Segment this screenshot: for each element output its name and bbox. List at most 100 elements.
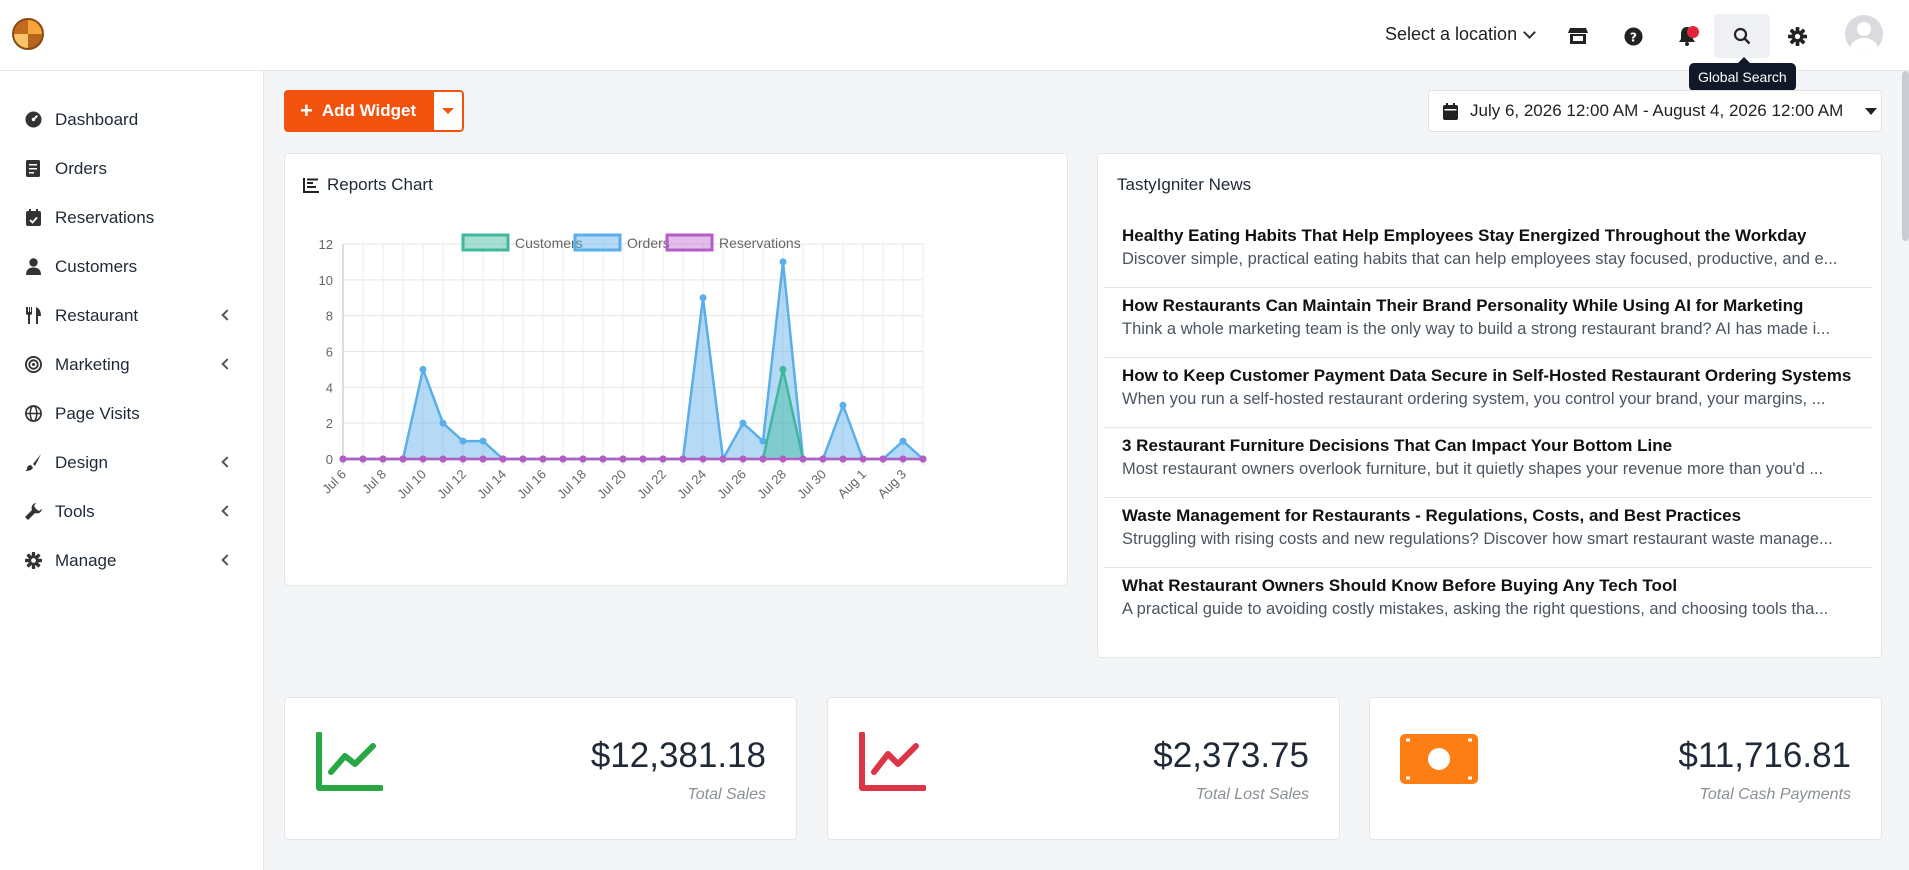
data-point-reservations[interactable]: [799, 455, 807, 463]
news-item[interactable]: How to Keep Customer Payment Data Secure…: [1104, 358, 1872, 428]
data-point-orders[interactable]: [899, 437, 907, 445]
data-point-reservations[interactable]: [779, 455, 787, 463]
sidebar-item-orders[interactable]: Orders: [0, 144, 263, 193]
data-point-orders[interactable]: [439, 419, 447, 427]
reports-chart-header: Reports Chart: [303, 175, 433, 195]
data-point-reservations[interactable]: [359, 455, 367, 463]
news-item-title[interactable]: What Restaurant Owners Should Know Befor…: [1122, 576, 1678, 595]
data-point-reservations[interactable]: [379, 455, 387, 463]
logo-icon[interactable]: [12, 18, 44, 50]
target-icon: [24, 356, 42, 374]
x-tick-label: Jul 28: [754, 467, 789, 502]
data-point-reservations[interactable]: [399, 455, 407, 463]
data-point-orders[interactable]: [699, 294, 707, 302]
data-point-reservations[interactable]: [579, 455, 587, 463]
news-item[interactable]: Waste Management for Restaurants - Regul…: [1104, 498, 1872, 568]
date-range-picker[interactable]: July 6, 2026 12:00 AM - August 4, 2026 1…: [1428, 90, 1882, 132]
data-point-reservations[interactable]: [559, 455, 567, 463]
legend-swatch-reservations[interactable]: [665, 233, 714, 252]
news-item-title[interactable]: How to Keep Customer Payment Data Secure…: [1122, 366, 1852, 385]
news-item-title[interactable]: 3 Restaurant Furniture Decisions That Ca…: [1122, 436, 1673, 455]
data-point-reservations[interactable]: [479, 455, 487, 463]
sidebar-item-restaurant[interactable]: Restaurant: [0, 291, 263, 340]
news-item[interactable]: How Restaurants Can Maintain Their Brand…: [1104, 288, 1872, 358]
data-point-reservations[interactable]: [879, 455, 887, 463]
news-item[interactable]: What Restaurant Owners Should Know Befor…: [1104, 568, 1872, 638]
chart-bar-icon: [303, 177, 319, 193]
x-tick-label: Jul 12: [434, 467, 469, 502]
data-point-reservations[interactable]: [539, 455, 547, 463]
sidebar-item-page-visits[interactable]: Page Visits: [0, 389, 263, 438]
y-tick-label: 10: [319, 273, 333, 288]
legend-label[interactable]: Customers: [515, 235, 583, 251]
sidebar-item-manage[interactable]: Manage: [0, 536, 263, 585]
data-point-orders[interactable]: [779, 258, 787, 266]
x-tick-label: Jul 6: [319, 467, 349, 497]
news-title: TastyIgniter News: [1117, 175, 1252, 194]
x-tick-label: Jul 26: [714, 467, 749, 502]
data-point-reservations[interactable]: [739, 455, 747, 463]
data-point-reservations[interactable]: [639, 455, 647, 463]
sidebar-item-customers[interactable]: Customers: [0, 242, 263, 291]
help-icon[interactable]: ?: [1617, 20, 1649, 52]
data-point-reservations[interactable]: [819, 455, 827, 463]
legend-swatch-orders[interactable]: [573, 233, 622, 252]
settings-gear-icon[interactable]: [1781, 20, 1813, 52]
data-point-reservations[interactable]: [599, 455, 607, 463]
data-point-reservations[interactable]: [899, 455, 907, 463]
add-widget-button[interactable]: + Add Widget: [284, 90, 433, 132]
chevron-left-icon: [221, 554, 233, 566]
sidebar-item-dashboard[interactable]: Dashboard: [0, 95, 263, 144]
notification-bell-icon[interactable]: [1671, 20, 1703, 52]
sidebar-item-label: Customers: [55, 256, 138, 276]
user-avatar[interactable]: [1845, 15, 1883, 53]
data-point-reservations[interactable]: [499, 455, 507, 463]
legend-label[interactable]: Orders: [627, 235, 670, 251]
data-point-orders[interactable]: [739, 419, 747, 427]
storefront-icon[interactable]: [1562, 20, 1594, 52]
x-tick-label: Aug 1: [834, 467, 869, 502]
news-item-title[interactable]: Waste Management for Restaurants - Regul…: [1122, 506, 1742, 525]
data-point-reservations[interactable]: [759, 455, 767, 463]
news-item[interactable]: 3 Restaurant Furniture Decisions That Ca…: [1104, 428, 1872, 498]
location-select[interactable]: Select a location: [1385, 24, 1536, 45]
global-search-button[interactable]: [1714, 14, 1770, 58]
data-point-reservations[interactable]: [699, 455, 707, 463]
x-tick-label: Jul 14: [474, 467, 509, 502]
data-point-reservations[interactable]: [679, 455, 687, 463]
data-point-orders[interactable]: [839, 401, 847, 409]
legend-label[interactable]: Reservations: [719, 235, 801, 251]
page-scrollbar[interactable]: [1902, 71, 1909, 241]
data-point-reservations[interactable]: [859, 455, 867, 463]
news-item[interactable]: Healthy Eating Habits That Help Employee…: [1104, 218, 1872, 288]
total-cash-payments-card: $11,716.81 Total Cash Payments: [1369, 697, 1882, 840]
data-point-reservations[interactable]: [339, 455, 347, 463]
legend-swatch-customers[interactable]: [461, 233, 510, 252]
x-tick-label: Jul 18: [554, 467, 589, 502]
data-point-reservations[interactable]: [439, 455, 447, 463]
data-point-reservations[interactable]: [919, 455, 927, 463]
data-point-reservations[interactable]: [459, 455, 467, 463]
news-item-title[interactable]: Healthy Eating Habits That Help Employee…: [1122, 226, 1807, 245]
wrench-icon: [24, 503, 42, 521]
data-point-orders[interactable]: [759, 437, 767, 445]
data-point-orders[interactable]: [459, 437, 467, 445]
news-item-description: Think a whole marketing team is the only…: [1122, 320, 1831, 338]
data-point-customers[interactable]: [779, 365, 787, 373]
data-point-reservations[interactable]: [419, 455, 427, 463]
caret-down-icon: [442, 108, 455, 114]
sidebar-item-reservations[interactable]: Reservations: [0, 193, 263, 242]
calendar-icon: [1443, 102, 1458, 120]
data-point-reservations[interactable]: [519, 455, 527, 463]
add-widget-dropdown-toggle[interactable]: [432, 90, 465, 132]
data-point-reservations[interactable]: [659, 455, 667, 463]
sidebar-item-design[interactable]: Design: [0, 438, 263, 487]
news-item-title[interactable]: How Restaurants Can Maintain Their Brand…: [1122, 296, 1804, 315]
sidebar-item-marketing[interactable]: Marketing: [0, 340, 263, 389]
data-point-reservations[interactable]: [719, 455, 727, 463]
data-point-orders[interactable]: [419, 365, 427, 373]
data-point-reservations[interactable]: [619, 455, 627, 463]
data-point-reservations[interactable]: [839, 455, 847, 463]
data-point-orders[interactable]: [479, 437, 487, 445]
sidebar-item-tools[interactable]: Tools: [0, 487, 263, 536]
